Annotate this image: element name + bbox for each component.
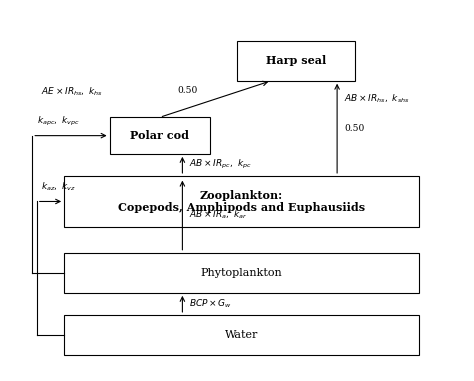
Text: $AE\times IR_{hs},\ k_{hs}$: $AE\times IR_{hs},\ k_{hs}$ xyxy=(41,85,103,98)
Text: Harp seal: Harp seal xyxy=(266,55,326,66)
FancyBboxPatch shape xyxy=(64,315,419,355)
Text: 0.50: 0.50 xyxy=(178,86,198,95)
FancyBboxPatch shape xyxy=(64,176,419,227)
Text: Phytoplankton: Phytoplankton xyxy=(201,268,283,278)
FancyBboxPatch shape xyxy=(109,117,210,154)
Text: $k_{az},\ k_{vz}$: $k_{az},\ k_{vz}$ xyxy=(41,181,76,193)
Text: Water: Water xyxy=(225,330,258,340)
Text: $k_{apc},\ k_{vpc}$: $k_{apc},\ k_{vpc}$ xyxy=(37,114,80,128)
FancyBboxPatch shape xyxy=(237,40,356,81)
Text: Polar cod: Polar cod xyxy=(130,130,189,141)
Text: $AB\times IR_a,\ k_{ar}$: $AB\times IR_a,\ k_{ar}$ xyxy=(189,208,247,221)
Text: 0.50: 0.50 xyxy=(344,124,364,133)
Text: Zooplankton:
Copepods, Amphipods and Euphausiids: Zooplankton: Copepods, Amphipods and Eup… xyxy=(118,190,365,213)
Text: $BCP\times G_w$: $BCP\times G_w$ xyxy=(189,298,232,310)
Text: $AB\times IR_{hs},\ k_{shs}$: $AB\times IR_{hs},\ k_{shs}$ xyxy=(344,93,410,105)
Text: $AB\times IR_{pc},\ k_{pc}$: $AB\times IR_{pc},\ k_{pc}$ xyxy=(189,158,252,171)
FancyBboxPatch shape xyxy=(64,253,419,293)
